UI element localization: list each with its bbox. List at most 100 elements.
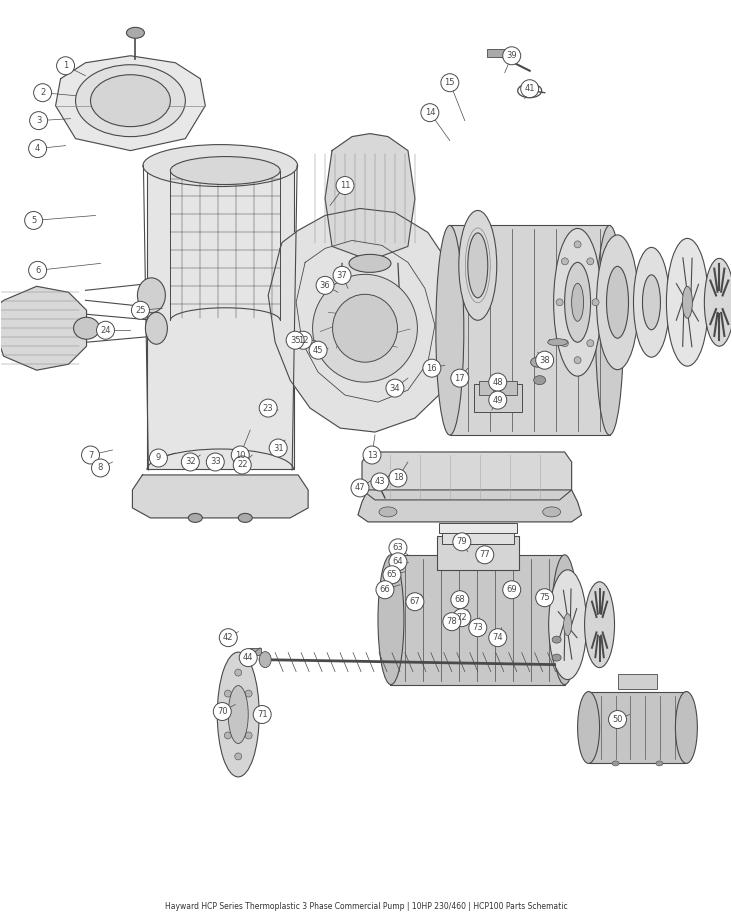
Text: 73: 73 [472, 623, 483, 632]
Circle shape [259, 399, 277, 417]
Ellipse shape [228, 685, 248, 744]
Ellipse shape [238, 513, 253, 522]
Ellipse shape [552, 636, 561, 643]
Ellipse shape [376, 483, 384, 489]
Text: 67: 67 [409, 597, 420, 606]
Ellipse shape [332, 294, 397, 362]
Ellipse shape [349, 255, 391, 272]
Circle shape [351, 479, 369, 496]
Text: 33: 33 [210, 457, 220, 466]
Ellipse shape [574, 356, 581, 364]
Text: 8: 8 [98, 463, 103, 473]
Circle shape [231, 446, 249, 464]
Ellipse shape [350, 339, 390, 357]
Ellipse shape [676, 692, 698, 763]
Bar [618, 674, 657, 689]
Text: 47: 47 [355, 484, 365, 493]
Circle shape [149, 449, 168, 467]
Text: 66: 66 [380, 585, 390, 594]
Text: 23: 23 [263, 404, 274, 412]
Circle shape [333, 267, 351, 284]
Circle shape [489, 391, 507, 409]
Text: 10: 10 [235, 451, 245, 460]
Text: 13: 13 [367, 451, 377, 460]
Text: 1: 1 [63, 61, 68, 71]
Text: 31: 31 [273, 443, 283, 453]
Ellipse shape [592, 299, 599, 306]
Text: 69: 69 [507, 585, 517, 594]
Ellipse shape [552, 555, 578, 684]
Circle shape [443, 613, 461, 631]
Polygon shape [268, 209, 462, 432]
Text: 65: 65 [386, 571, 397, 579]
Ellipse shape [225, 690, 231, 697]
Circle shape [239, 649, 257, 667]
Ellipse shape [127, 27, 144, 38]
Circle shape [213, 703, 231, 721]
Circle shape [234, 456, 251, 474]
Circle shape [34, 83, 51, 102]
Text: 12: 12 [298, 336, 308, 344]
Bar [487, 49, 512, 57]
Ellipse shape [612, 761, 619, 766]
Ellipse shape [436, 225, 464, 435]
Ellipse shape [556, 299, 563, 306]
Ellipse shape [587, 258, 594, 265]
Ellipse shape [633, 247, 670, 357]
Ellipse shape [143, 145, 298, 187]
Circle shape [489, 373, 507, 391]
Circle shape [451, 369, 468, 387]
Circle shape [56, 57, 75, 75]
Circle shape [389, 539, 407, 557]
Text: 17: 17 [455, 374, 465, 383]
Circle shape [503, 47, 520, 65]
Ellipse shape [704, 258, 732, 346]
Bar [390, 555, 565, 684]
Ellipse shape [587, 340, 594, 347]
Text: 78: 78 [447, 617, 458, 627]
Text: 9: 9 [156, 453, 161, 463]
Text: 2: 2 [40, 88, 45, 97]
Text: 36: 36 [320, 281, 330, 289]
Polygon shape [56, 56, 205, 150]
Circle shape [309, 342, 327, 359]
Circle shape [423, 359, 441, 377]
Text: 6: 6 [35, 266, 40, 275]
Circle shape [29, 112, 48, 130]
Ellipse shape [666, 238, 709, 366]
Circle shape [336, 177, 354, 194]
Text: 38: 38 [539, 355, 550, 365]
Circle shape [294, 332, 312, 349]
Text: 25: 25 [135, 306, 146, 315]
Ellipse shape [245, 690, 252, 697]
Ellipse shape [552, 654, 561, 661]
Text: 77: 77 [479, 551, 490, 560]
Text: 37: 37 [337, 271, 348, 280]
Bar [479, 381, 517, 395]
Ellipse shape [656, 761, 663, 766]
Circle shape [520, 80, 539, 98]
Text: 15: 15 [444, 78, 455, 87]
Circle shape [371, 473, 389, 491]
Circle shape [25, 212, 42, 229]
Text: 50: 50 [612, 715, 623, 724]
Ellipse shape [574, 241, 581, 248]
Text: 4: 4 [35, 144, 40, 153]
Text: 70: 70 [217, 707, 228, 716]
Ellipse shape [259, 651, 271, 668]
Ellipse shape [561, 340, 568, 347]
Circle shape [383, 566, 401, 583]
Text: 49: 49 [493, 396, 503, 405]
Circle shape [468, 618, 487, 637]
Text: 32: 32 [185, 457, 195, 466]
Ellipse shape [459, 211, 497, 321]
Text: 24: 24 [100, 326, 111, 334]
Ellipse shape [351, 299, 389, 314]
Text: 72: 72 [457, 613, 467, 622]
Ellipse shape [188, 513, 202, 522]
Circle shape [29, 261, 47, 279]
Ellipse shape [682, 287, 692, 318]
Text: 7: 7 [88, 451, 93, 460]
Circle shape [453, 533, 471, 551]
Circle shape [206, 453, 224, 471]
